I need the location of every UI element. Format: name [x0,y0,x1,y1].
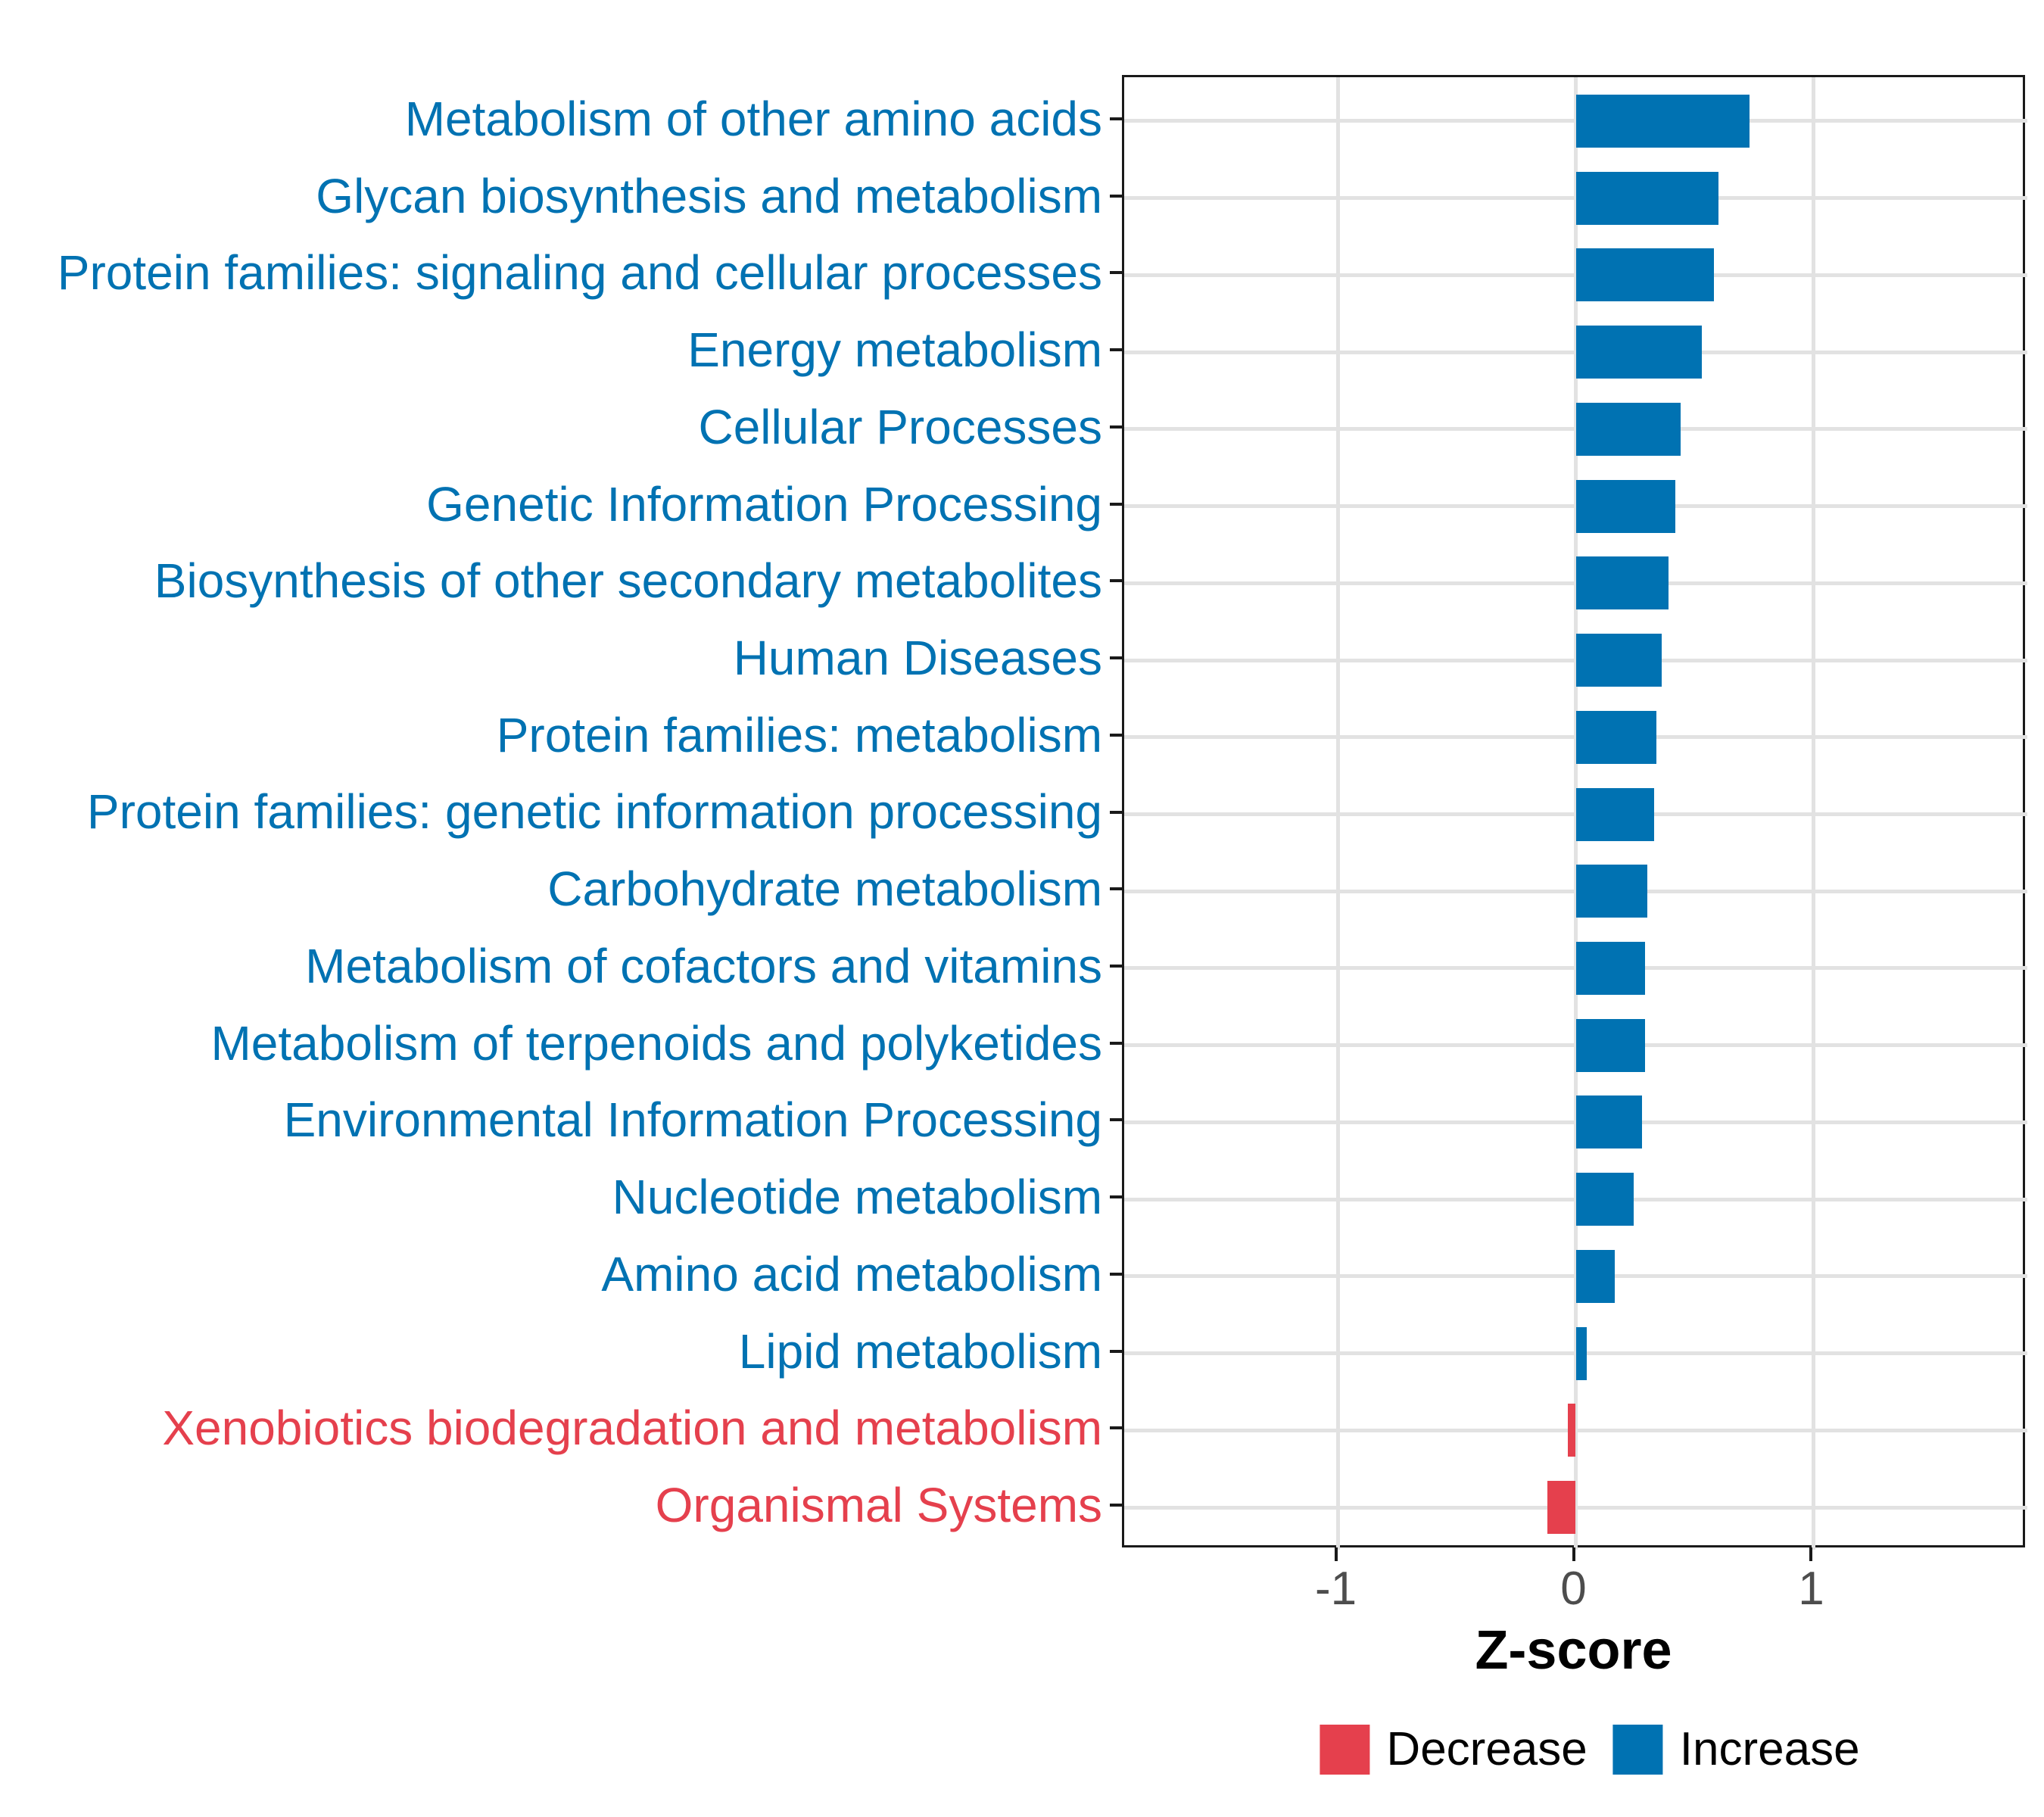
category-label: Protein families: metabolism [496,707,1102,762]
y-axis-tick [1110,1118,1122,1122]
bar [1575,941,1645,995]
y-axis-tick [1110,810,1122,814]
bar [1575,556,1669,610]
y-gridline [1124,1428,2027,1432]
bar [1575,787,1655,841]
bar [1575,865,1647,918]
bar [1575,171,1718,225]
bar [1575,1095,1643,1149]
x-axis-tick [1334,1547,1338,1561]
category-label: Carbohydrate metabolism [547,862,1102,917]
bar [1547,1481,1576,1535]
bar [1575,402,1681,456]
y-axis-tick [1110,1272,1122,1276]
y-axis-tick [1110,656,1122,660]
category-label: Glycan biosynthesis and metabolism [316,168,1102,223]
y-axis-tick [1110,579,1122,583]
y-axis-tick [1110,733,1122,737]
legend-item-decrease: Decrease [1320,1723,1588,1775]
y-axis-tick [1110,271,1122,275]
y-axis-tick [1110,1504,1122,1507]
y-axis-tick [1110,348,1122,352]
legend: Decrease Increase [1320,1723,1860,1775]
bar [1575,326,1702,379]
legend-label-increase: Increase [1679,1723,1860,1775]
category-label: Amino acid metabolism [601,1246,1102,1301]
category-label: Protein families: signaling and cellular… [57,245,1102,301]
y-axis-tick [1110,502,1122,506]
y-axis-tick [1110,1426,1122,1430]
category-label: Metabolism of other amino acids [404,91,1102,146]
increase-swatch [1612,1725,1663,1775]
category-label: Human Diseases [733,631,1102,686]
bar [1575,1018,1645,1072]
bar [1575,1326,1588,1380]
y-axis-tick [1110,887,1122,891]
x-tick-label: 1 [1798,1563,1824,1615]
category-label: Metabolism of cofactors and vitamins [305,938,1102,993]
bar [1567,1404,1576,1457]
category-label: Cellular Processes [698,399,1102,454]
bar [1575,1249,1616,1303]
category-label: Energy metabolism [687,323,1102,378]
category-label: Nucleotide metabolism [612,1170,1102,1225]
category-label: Genetic Information Processing [426,476,1102,531]
category-label: Lipid metabolism [738,1323,1102,1379]
y-axis-tick [1110,1041,1122,1045]
y-axis-tick [1110,1349,1122,1353]
category-label: Biosynthesis of other secondary metaboli… [154,553,1102,609]
x-axis-tick [1809,1547,1813,1561]
category-label: Environmental Information Processing [283,1092,1102,1148]
y-axis-tick [1110,194,1122,198]
category-label: Metabolism of terpenoids and polyketides [210,1015,1102,1071]
x-tick-label: -1 [1314,1563,1357,1615]
bar [1575,94,1750,148]
x-axis-title: Z-score [1475,1620,1672,1681]
y-axis-tick [1110,117,1122,120]
plot-panel [1122,75,2027,1550]
bar [1575,479,1676,533]
y-gridline [1124,1505,2027,1510]
bar [1575,1173,1634,1226]
y-axis-tick [1110,964,1122,968]
y-axis-tick [1110,1195,1122,1199]
category-label: Organismal Systems [655,1478,1102,1533]
category-label: Protein families: genetic information pr… [86,784,1102,840]
legend-label-decrease: Decrease [1386,1723,1588,1775]
bar [1575,710,1657,764]
bar [1575,634,1662,687]
category-label: Xenobiotics biodegradation and metabolis… [162,1401,1102,1456]
decrease-swatch [1320,1725,1370,1775]
x-axis-tick [1572,1547,1575,1561]
y-axis-tick [1110,425,1122,429]
legend-item-increase: Increase [1612,1723,1860,1775]
bar [1575,248,1714,302]
x-tick-label: 0 [1560,1563,1587,1615]
